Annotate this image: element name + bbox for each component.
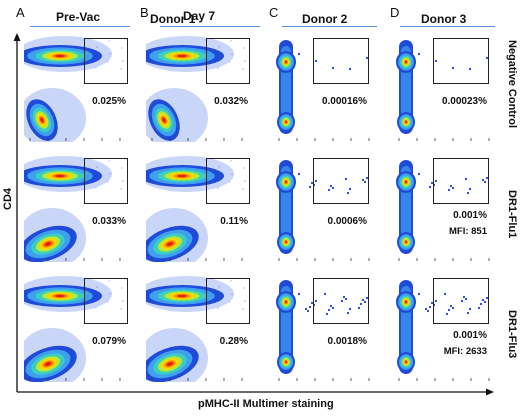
density-plot-graphic: [146, 276, 246, 382]
density-plot: 0.001% MFI: 2633: [393, 272, 493, 382]
density-plot: 0.001% MFI: 851: [393, 152, 493, 262]
title-day7: Day 7: [183, 9, 216, 23]
density-plot: 0.00016%: [273, 32, 373, 142]
panel-letter-a: A: [16, 5, 25, 20]
gate-box: [313, 38, 369, 84]
gate-percentage: 0.001%: [453, 330, 487, 341]
gate-percentage: 0.033%: [92, 216, 126, 227]
density-plot: 0.00023%: [393, 32, 493, 142]
gate-box: [433, 158, 489, 204]
density-plot-graphic: [276, 160, 370, 261]
density-plot-graphic: [146, 156, 246, 262]
gate-box: [433, 278, 489, 324]
mfi-value: MFI: 851: [448, 226, 487, 237]
gate-percentage: 0.001%: [453, 210, 487, 221]
panel-letter-d: D: [390, 5, 400, 20]
density-plot: 0.032%: [146, 32, 254, 142]
title-donor1: Donor 1: [150, 12, 196, 26]
panel-letter-c: C: [269, 5, 279, 20]
gate-box: [84, 38, 128, 84]
density-plot-graphic: [276, 280, 370, 381]
row-label-dr1-flu1: DR1-Flu1: [506, 190, 518, 239]
density-plot-graphic: [396, 160, 490, 261]
density-plot-graphic: [396, 280, 490, 381]
gate-percentage: 0.079%: [92, 336, 126, 347]
density-plot-graphic: [24, 36, 124, 142]
title-donor3: Donor 3: [421, 12, 467, 26]
gate-percentage: 0.00023%: [441, 96, 487, 107]
title-rule-donor3: [400, 26, 495, 27]
gate-box: [433, 38, 489, 84]
density-plot-graphic: [24, 156, 124, 262]
gate-percentage: 0.0006%: [327, 216, 367, 227]
title-rule-day7: [160, 26, 260, 27]
gate-box: [313, 158, 369, 204]
density-plot-graphic: [276, 40, 370, 141]
density-plot: 0.28%: [146, 272, 254, 382]
gate-percentage: 0.28%: [219, 336, 248, 347]
gate-box: [84, 158, 128, 204]
density-plot-graphic: [146, 36, 246, 142]
gate-box: [206, 38, 250, 84]
gate-box: [313, 278, 369, 324]
title-rule-prevac: [30, 26, 130, 27]
gate-box: [84, 278, 128, 324]
mfi-value: MFI: 2633: [443, 346, 487, 357]
density-plot: 0.033%: [24, 152, 132, 262]
gate-box: [206, 158, 250, 204]
title-donor2: Donor 2: [302, 12, 348, 26]
density-plot: 0.0006%: [273, 152, 373, 262]
row-label-negative-control: Negative Control: [506, 40, 518, 129]
gate-percentage: 0.032%: [214, 96, 248, 107]
x-axis-label: pMHC-II Multimer staining: [198, 398, 334, 410]
row-label-dr1-flu3: DR1-Flu3: [506, 310, 518, 359]
gate-percentage: 0.11%: [220, 216, 248, 227]
title-rule-donor2: [282, 26, 377, 27]
density-plot-graphic: [396, 40, 490, 141]
density-plot: 0.079%: [24, 272, 132, 382]
gate-percentage: 0.0018%: [327, 336, 367, 347]
density-plot: 0.025%: [24, 32, 132, 142]
gate-percentage: 0.00016%: [321, 96, 367, 107]
density-plot-graphic: [24, 276, 124, 382]
panel-letter-b: B: [140, 5, 149, 20]
density-plot: 0.11%: [146, 152, 254, 262]
gate-box: [206, 278, 250, 324]
title-prevac: Pre-Vac: [56, 10, 101, 24]
density-plot: 0.0018%: [273, 272, 373, 382]
gate-percentage: 0.025%: [92, 96, 126, 107]
